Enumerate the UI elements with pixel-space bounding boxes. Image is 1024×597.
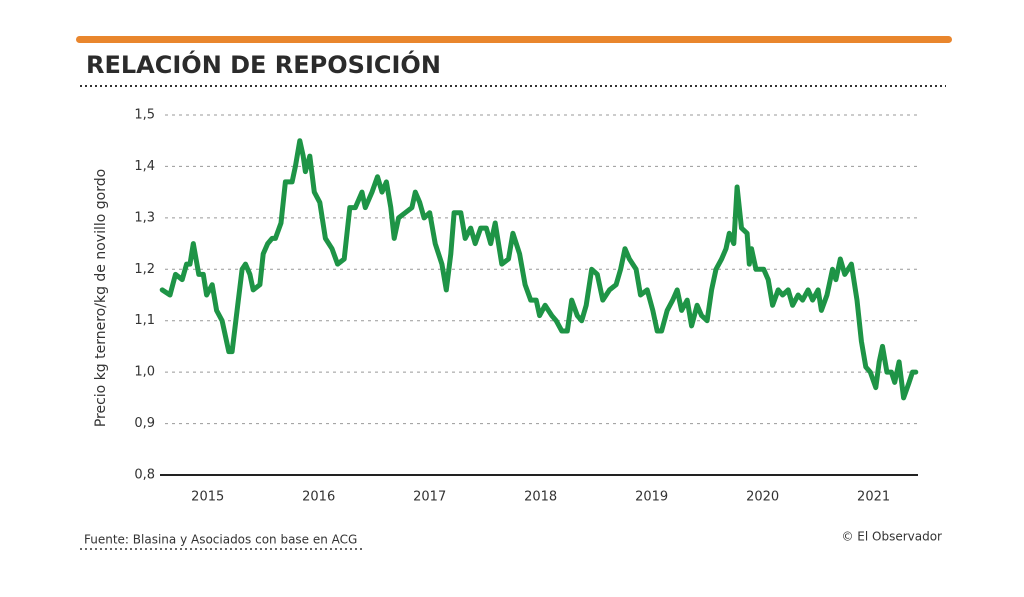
y-tick-label: 1,5 [134, 108, 155, 123]
y-tick-label: 1,2 [134, 262, 155, 277]
x-tick-label: 2019 [635, 490, 668, 505]
source: Fuente: Blasina y Asociados con base en … [84, 533, 357, 547]
x-tick-label: 2016 [302, 490, 335, 505]
y-tick-label: 1,0 [134, 365, 155, 380]
x-tick-label: 2021 [857, 490, 890, 505]
y-tick-label: 1,1 [134, 313, 155, 328]
y-axis-label: Precio kg ternero/kg de novillo gordo [93, 169, 109, 427]
y-tick-label: 0,9 [134, 416, 155, 431]
x-tick-label: 2020 [746, 490, 779, 505]
x-tick-label: 2017 [413, 490, 446, 505]
x-tick-label: 2015 [191, 490, 224, 505]
y-tick-label: 1,4 [134, 159, 155, 174]
data-line [159, 138, 919, 401]
x-tick-label: 2018 [524, 490, 557, 505]
y-tick-label: 0,8 [134, 468, 155, 483]
credit: © El Observador [841, 530, 942, 544]
chart-title: RELACIÓN DE REPOSICIÓN [86, 49, 441, 79]
accent-bar [76, 36, 952, 43]
y-tick-label: 1,3 [134, 210, 155, 225]
